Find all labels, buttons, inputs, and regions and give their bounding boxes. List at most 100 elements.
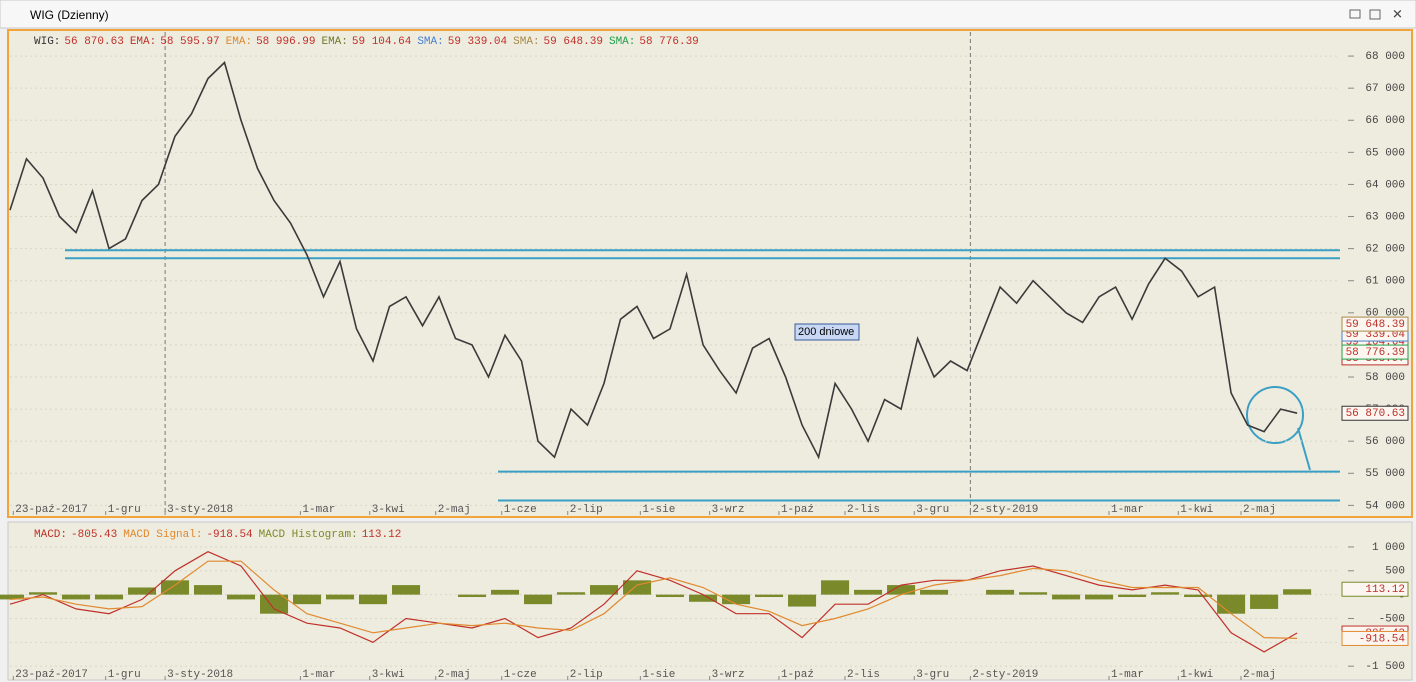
legend-value: 59 339.04: [448, 36, 508, 48]
y-tick-label: 63 000: [1365, 211, 1405, 223]
value-tag: [1341, 630, 1409, 646]
histogram-bar: [788, 594, 817, 607]
value-tag: [1341, 344, 1409, 360]
x-tick-label: 2-sty-2019: [972, 504, 1038, 516]
title-bar: [0, 0, 1416, 29]
x-tick-label: 3-wrz: [712, 669, 745, 681]
x-tick-label: 1-gru: [108, 669, 141, 681]
x-tick-label: 23-paź-2017: [15, 504, 88, 516]
legend-name: SMA:: [609, 36, 635, 48]
legend-name: SMA:: [513, 36, 539, 48]
legend-name: SMA:: [417, 36, 443, 48]
histogram-bar: [689, 594, 718, 602]
value-tag-label: 113.12: [1365, 584, 1405, 596]
value-tag-label: 58 776.39: [1346, 347, 1405, 359]
x-tick-label: 1-paź: [781, 504, 814, 516]
x-tick-label: 1-sie: [642, 504, 675, 516]
histogram-bar: [590, 585, 619, 595]
y-tick-label: 1 000: [1372, 542, 1405, 554]
histogram-bar: [1184, 594, 1213, 598]
histogram-bar: [1085, 594, 1114, 600]
value-tag-label: 56 870.63: [1346, 408, 1405, 420]
x-tick-label: 2-maj: [1243, 669, 1276, 681]
x-tick-label: 1-kwi: [1180, 669, 1213, 681]
x-tick-label: 1-gru: [108, 504, 141, 516]
annotation: 200 dniowe: [798, 326, 854, 338]
histogram-bar: [61, 594, 91, 600]
y-tick-label: 58 000: [1365, 372, 1405, 384]
x-tick-label: 2-maj: [438, 504, 471, 516]
legend-name: EMA:: [130, 36, 156, 48]
value-tag: [1341, 316, 1409, 332]
legend: MACD: -805.43 MACD Signal: -918.54 MACD Hist…: [34, 529, 401, 541]
x-tick-label: 2-sty-2019: [972, 669, 1038, 681]
legend-name: MACD Signal:: [123, 529, 202, 541]
x-tick-label: 3-gru: [916, 669, 949, 681]
x-tick-label: 1-mar: [1111, 669, 1144, 681]
histogram-bar: [1052, 594, 1081, 600]
legend-name: MACD:: [34, 529, 67, 541]
legend-name: MACD Histogram:: [259, 529, 358, 541]
y-tick-label: 500: [1385, 566, 1405, 578]
legend: WIG: 56 870.63 EMA: 58 595.97 EMA: 58 996.99 E…: [34, 36, 699, 48]
histogram-bar: [755, 594, 784, 598]
value-tag: [1341, 581, 1409, 597]
x-tick-label: 3-sty-2018: [167, 504, 233, 516]
x-tick-label: 3-gru: [916, 504, 949, 516]
minimize-button[interactable]: [1349, 9, 1361, 19]
legend-value: -805.43: [71, 529, 117, 541]
value-tag-label: 59 648.39: [1346, 319, 1405, 331]
histogram-bar: [94, 594, 124, 600]
x-tick-label: 3-wrz: [712, 504, 745, 516]
legend-value: -918.54: [206, 529, 253, 541]
legend-value: 56 870.63: [64, 36, 123, 48]
histogram-bar: [0, 594, 25, 600]
series-line: [9, 560, 1298, 639]
histogram-bar: [920, 589, 949, 595]
histogram-bar: [127, 587, 157, 595]
highlight-circle: [1246, 386, 1304, 444]
x-tick-label: 23-paź-2017: [15, 669, 88, 681]
legend-name: EMA:: [226, 36, 252, 48]
x-tick-label: 2-lis: [847, 669, 880, 681]
x-tick-label: 1-mar: [302, 669, 335, 681]
histogram-bar: [722, 594, 751, 605]
series-line: [9, 551, 1298, 653]
histogram-bar: [524, 594, 553, 605]
histogram-bar: [1118, 594, 1147, 598]
legend-value: 58 996.99: [256, 36, 315, 48]
histogram-bar: [28, 592, 58, 595]
x-tick-label: 2-maj: [438, 669, 471, 681]
y-tick-label: 68 000: [1365, 51, 1405, 63]
x-tick-label: 3-kwi: [372, 669, 405, 681]
histogram-bar: [821, 580, 850, 595]
x-tick-label: 2-lip: [570, 504, 603, 516]
x-tick-label: 1-kwi: [1180, 504, 1213, 516]
y-tick-label: -1 500: [1365, 661, 1405, 673]
y-tick-label: 61 000: [1365, 276, 1405, 288]
histogram-bar: [1217, 594, 1246, 614]
x-tick-label: 2-maj: [1243, 504, 1276, 516]
x-tick-label: 3-sty-2018: [167, 669, 233, 681]
close-button[interactable]: ✕: [1392, 6, 1403, 21]
histogram-bar: [160, 580, 190, 595]
legend-value: 58 776.39: [639, 36, 698, 48]
y-tick-label: 54 000: [1365, 500, 1405, 512]
y-tick-label: 64 000: [1365, 179, 1405, 191]
y-tick-label: 67 000: [1365, 83, 1405, 95]
y-tick-label: -500: [1379, 613, 1405, 625]
value-tag-label: -918.54: [1359, 633, 1406, 645]
restore-button[interactable]: [1369, 9, 1381, 20]
x-tick-label: 1-mar: [302, 504, 335, 516]
y-tick-label: 55 000: [1365, 468, 1405, 480]
legend-value: 59 648.39: [544, 36, 603, 48]
histogram-bar: [491, 589, 520, 595]
histogram-bar: [887, 585, 916, 595]
highlight-pointer: [1297, 427, 1311, 471]
histogram-bar: [854, 589, 883, 595]
value-tag-label: 59 339.04: [1346, 329, 1406, 341]
x-tick-label: 1-paź: [781, 669, 814, 681]
histogram-bar: [458, 594, 487, 598]
histogram-bar: [292, 594, 322, 605]
